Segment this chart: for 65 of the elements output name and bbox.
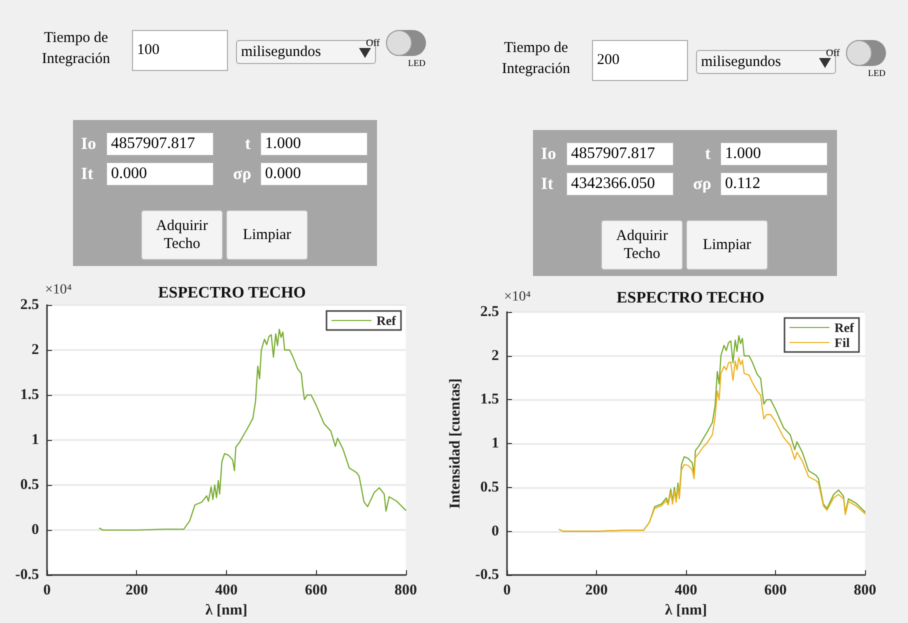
y-tick-label: 0 <box>32 522 39 538</box>
y-tick-label: 2 <box>492 348 499 364</box>
y-tick-label: 1.5 <box>20 387 39 404</box>
y-tick-label: -0.5 <box>475 567 499 584</box>
text: Tiempo de Integración <box>500 39 572 79</box>
text: σρ <box>693 174 712 194</box>
text: 4857907.817 <box>106 132 214 156</box>
text: Adquirir Techo <box>141 210 223 260</box>
text: Off <box>366 38 380 49</box>
text: 100 <box>132 30 228 71</box>
text: milisegundos <box>241 44 322 60</box>
text: Io <box>541 144 556 164</box>
x-tick-label: 600 <box>764 582 787 599</box>
x-tick-label: 400 <box>674 582 698 599</box>
text: t <box>705 144 711 164</box>
x-tick-label: 200 <box>585 582 608 599</box>
text: 1.000 <box>720 142 828 166</box>
text: 0.000 <box>106 162 214 186</box>
text: Adquirir Techo <box>601 220 683 270</box>
text: Limpiar <box>226 210 308 260</box>
y-tick-label: 0.5 <box>480 479 499 496</box>
text: t <box>245 134 251 154</box>
text: milisegundos <box>701 54 782 70</box>
x-tick-label: 200 <box>125 582 148 599</box>
y-tick-label: 2 <box>32 342 39 358</box>
text: ×10⁴ <box>504 290 531 304</box>
text: It <box>81 164 94 184</box>
text: Io <box>81 134 96 154</box>
y-axis-title: Intensidad [cuentas] <box>448 378 464 509</box>
text: ×10⁴ <box>45 282 72 298</box>
y-tick-label: 2.5 <box>480 304 499 320</box>
text: Tiempo de Integración <box>40 29 112 69</box>
text: 4342366.050 <box>566 172 674 196</box>
y-tick-label: 1 <box>32 432 39 448</box>
legend-label: Ref <box>376 313 397 328</box>
x-tick-label: 800 <box>394 582 417 599</box>
chart-title: ESPECTRO TECHO <box>158 284 306 302</box>
text: LED <box>408 58 426 68</box>
x-tick-label: 600 <box>304 582 328 599</box>
y-tick-label: -0.5 <box>15 567 39 584</box>
x-tick-label: 0 <box>43 582 51 599</box>
text: 4857907.817 <box>566 142 674 166</box>
text: 200 <box>592 40 688 81</box>
line-series <box>98 328 406 531</box>
x-tick-label: 0 <box>503 582 511 599</box>
y-tick-label: 0.5 <box>20 477 39 494</box>
text: 1.000 <box>260 132 368 156</box>
x-axis-title: λ [nm] <box>665 602 707 618</box>
text: 0.000 <box>260 162 368 186</box>
text: It <box>541 174 554 194</box>
legend-label: Fil <box>834 335 850 350</box>
legend-label: Ref <box>834 320 855 335</box>
text: σρ <box>233 164 252 184</box>
text: Limpiar <box>686 220 768 270</box>
text: LED <box>868 68 886 78</box>
x-axis-title: λ [nm] <box>205 602 248 618</box>
text: 0.112 <box>720 172 828 196</box>
y-tick-label: 1.5 <box>480 392 499 408</box>
x-tick-label: 800 <box>854 582 876 599</box>
x-tick-label: 400 <box>215 582 238 599</box>
chart-title: ESPECTRO TECHO <box>616 290 764 306</box>
text: Off <box>826 48 840 59</box>
y-tick-label: 1 <box>492 436 499 452</box>
y-tick-label: 2.5 <box>20 297 39 313</box>
y-tick-label: 0 <box>492 523 499 540</box>
